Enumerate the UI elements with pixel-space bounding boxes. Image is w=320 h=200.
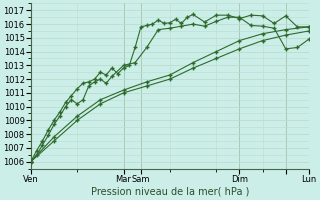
X-axis label: Pression niveau de la mer( hPa ): Pression niveau de la mer( hPa ) [91,187,249,197]
